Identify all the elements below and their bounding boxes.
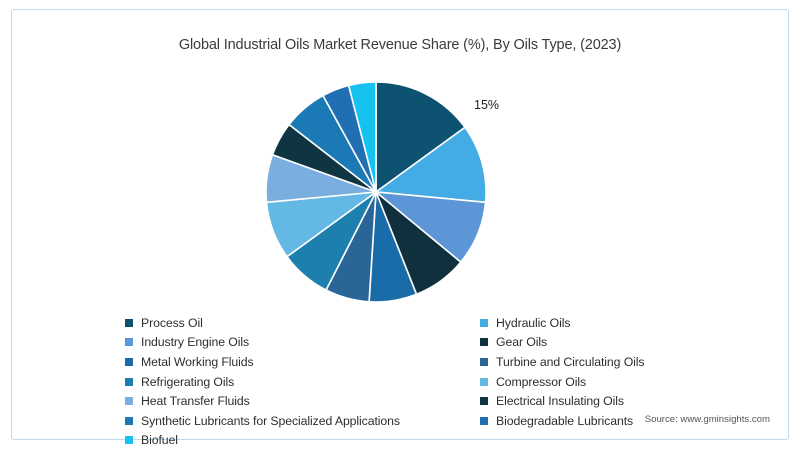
legend-column-right: Hydraulic Oils Gear Oils Turbine and Circu…: [480, 313, 645, 431]
source-attribution: Source: www.gminsights.com: [644, 414, 770, 425]
legend-item[interactable]: Electrical Insulating Oils: [480, 391, 644, 411]
pie-slice: [375, 126, 487, 204]
legend-item[interactable]: Process Oil: [125, 313, 400, 333]
legend-item[interactable]: Refrigerating Oils: [125, 372, 400, 392]
pie-chart: [261, 81, 491, 303]
legend-swatch-icon: [125, 318, 133, 327]
legend-swatch-icon: [125, 377, 133, 386]
pie-slice: [375, 81, 466, 193]
page-title: Global Industrial Oils Market Revenue Sh…: [178, 37, 622, 53]
legend-item[interactable]: Industry Engine Oils: [125, 333, 400, 353]
legend-item[interactable]: Gear Oils: [480, 333, 644, 353]
legend-swatch-icon: [125, 357, 133, 366]
legend-item-label: Hydraulic Oils: [496, 315, 571, 330]
legend-swatch-icon: [480, 338, 488, 347]
legend-item[interactable]: Hydraulic Oils: [480, 313, 644, 333]
legend-swatch-icon: [125, 397, 133, 406]
legend-item[interactable]: Metal Working Fluids: [125, 352, 400, 372]
legend-item[interactable]: Synthetic Lubricants for Specialized App…: [125, 411, 400, 431]
legend-item[interactable]: Heat Transfer Fluids: [125, 391, 400, 411]
pie-slice: [347, 81, 377, 193]
legend-swatch-icon: [125, 436, 133, 445]
legend-column-left: Process Oil Industry Engine Oils Metal Wor…: [125, 313, 400, 450]
legend-item-label: Industry Engine Oils: [141, 335, 250, 350]
legend-item-label: Electrical Insulating Oils: [496, 394, 624, 409]
legend-item[interactable]: Turbine and Circulating Oils: [480, 352, 645, 372]
legend-swatch-icon: [480, 357, 488, 366]
legend-item-label: Refrigerating Oils: [141, 374, 235, 389]
pie-chart-svg: [265, 81, 487, 303]
legend-swatch-icon: [125, 416, 133, 425]
legend-item[interactable]: Compressor Oils: [480, 372, 644, 392]
legend-swatch-icon: [125, 338, 133, 347]
legend-item-label: Biodegradable Lubricants: [496, 413, 634, 428]
legend-item[interactable]: Biodegradable Lubricants: [480, 411, 644, 431]
legend-item[interactable]: Biofuel: [125, 431, 400, 450]
legend-item-label: Turbine and Circulating Oils: [496, 354, 645, 369]
legend-item-label: Heat Transfer Fluids: [141, 394, 250, 409]
legend-item-label: Process Oil: [141, 315, 203, 330]
legend-item-label: Gear Oils: [496, 335, 548, 350]
legend-swatch-icon: [480, 318, 488, 327]
legend-swatch-icon: [480, 377, 488, 386]
slice-value-label: 15%: [474, 98, 500, 112]
chart-card: Global Industrial Oils Market Revenue Sh…: [11, 9, 789, 447]
legend-item-label: Synthetic Lubricants for Specialized App…: [141, 413, 400, 428]
legend-item-label: Compressor Oils: [496, 374, 587, 389]
legend-swatch-icon: [480, 397, 488, 406]
legend-item-label: Biofuel: [141, 433, 178, 448]
legend-item-label: Metal Working Fluids: [141, 354, 254, 369]
legend-swatch-icon: [480, 416, 488, 425]
